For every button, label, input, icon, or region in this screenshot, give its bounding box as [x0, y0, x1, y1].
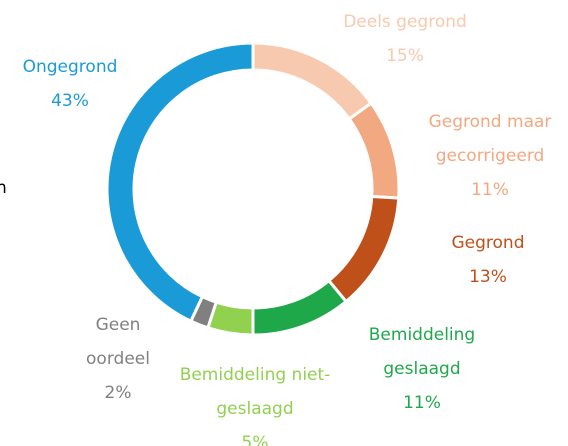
- value-label: 13%: [469, 267, 507, 287]
- value-label: 11%: [471, 180, 509, 200]
- category-label: Deels gegrond: [343, 12, 467, 32]
- value-label: 15%: [386, 46, 424, 66]
- category-label: Gegrond maar gecorrigeerd: [428, 112, 552, 166]
- donut-segment: [347, 101, 401, 200]
- data-label: Bemiddeling geslaagd 11%: [357, 318, 487, 420]
- data-label: Gegrond 13%: [428, 226, 548, 294]
- annotation: n: [0, 178, 7, 198]
- donut-segment: [105, 41, 255, 324]
- category-label: Bemiddeling geslaagd: [368, 325, 476, 379]
- value-label: 5%: [241, 433, 269, 446]
- data-label: Bemiddeling niet-geslaagd 5%: [175, 358, 335, 446]
- data-label: Geen oordeel 2%: [68, 308, 168, 410]
- category-label: Ongegrond: [22, 57, 118, 77]
- donut-segment: [326, 194, 401, 304]
- category-label: Geen oordeel: [86, 315, 150, 369]
- value-label: 2%: [104, 383, 132, 403]
- data-label: Ongegrond 43%: [0, 50, 140, 118]
- category-label: Bemiddeling niet-geslaagd: [179, 365, 331, 419]
- value-label: 11%: [403, 393, 441, 413]
- donut-segment: [251, 278, 349, 337]
- value-label: 43%: [51, 91, 89, 111]
- data-label: Deels gegrond 15%: [295, 5, 515, 73]
- category-label: Gegrond: [451, 233, 525, 253]
- data-label: Gegrond maar gecorrigeerd 11%: [408, 105, 568, 207]
